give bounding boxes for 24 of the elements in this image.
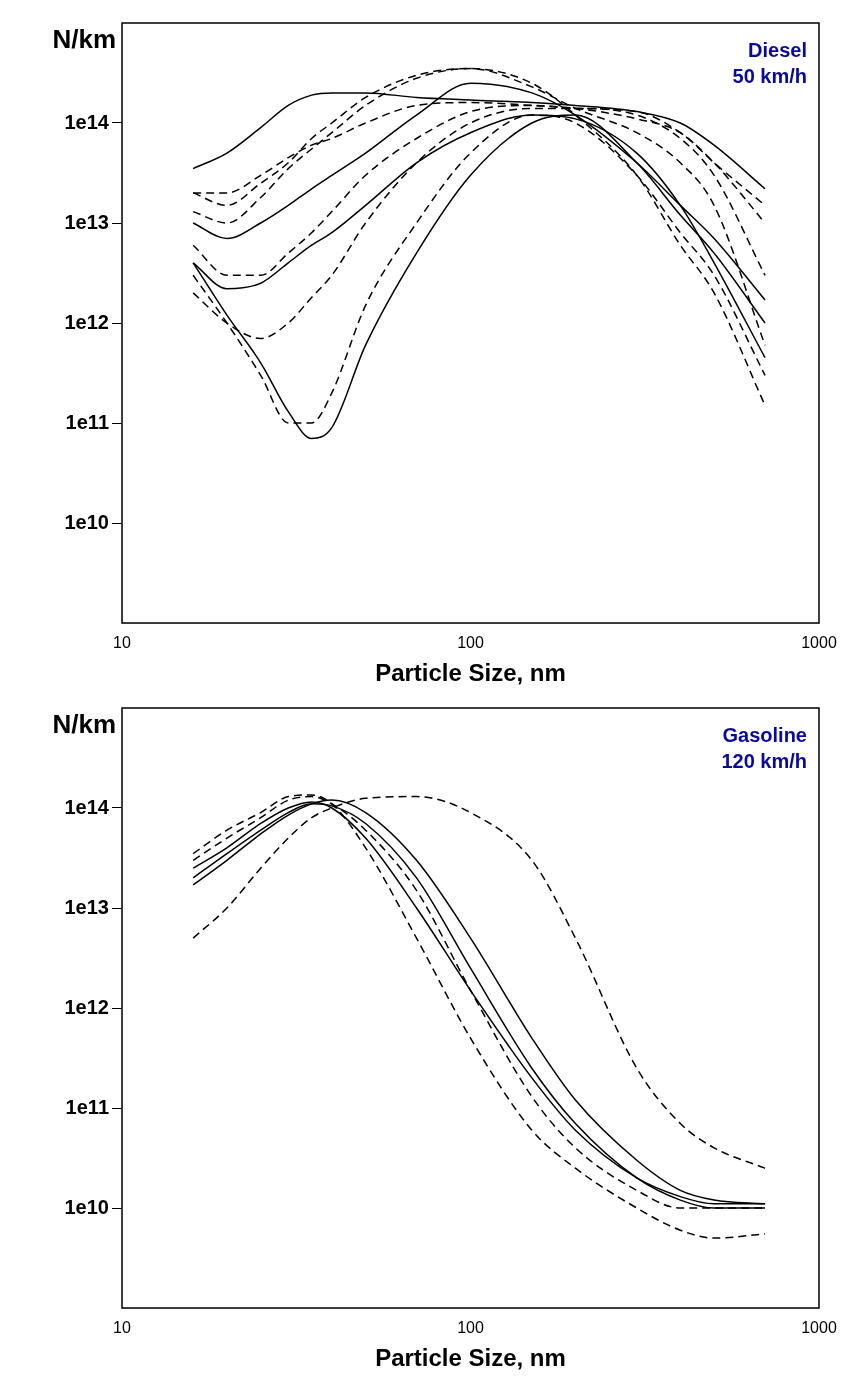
x-axis-title: Particle Size, nm	[375, 1344, 566, 1372]
x-tick-label: 10	[113, 634, 131, 652]
y-tick-label: 1e13	[64, 895, 109, 918]
annotation: 50 km/h	[732, 64, 807, 87]
y-axis-title: N/km	[52, 24, 116, 55]
y-tick-label: 1e11	[65, 1095, 109, 1118]
y-tick-label: 1e13	[64, 210, 109, 233]
x-tick-label: 1000	[801, 634, 837, 652]
y-tick-label: 1e12	[64, 310, 109, 333]
y-tick-label: 1e11	[65, 410, 109, 433]
y-tick-label: 1e12	[64, 995, 109, 1018]
y-tick-label: 1e14	[64, 110, 110, 133]
y-tick-label: 1e14	[64, 795, 110, 818]
x-axis-title: Particle Size, nm	[375, 659, 566, 687]
x-tick-label: 100	[457, 1319, 484, 1337]
y-axis-title: N/km	[52, 709, 116, 740]
x-tick-label: 100	[457, 634, 484, 652]
annotation: Diesel	[748, 38, 807, 61]
annotation: Gasoline	[722, 723, 807, 746]
x-tick-label: 10	[113, 1319, 131, 1337]
y-tick-label: 1e10	[64, 1195, 109, 1218]
annotation: 120 km/h	[721, 749, 807, 772]
y-tick-label: 1e10	[64, 510, 109, 533]
x-tick-label: 1000	[801, 1319, 837, 1337]
